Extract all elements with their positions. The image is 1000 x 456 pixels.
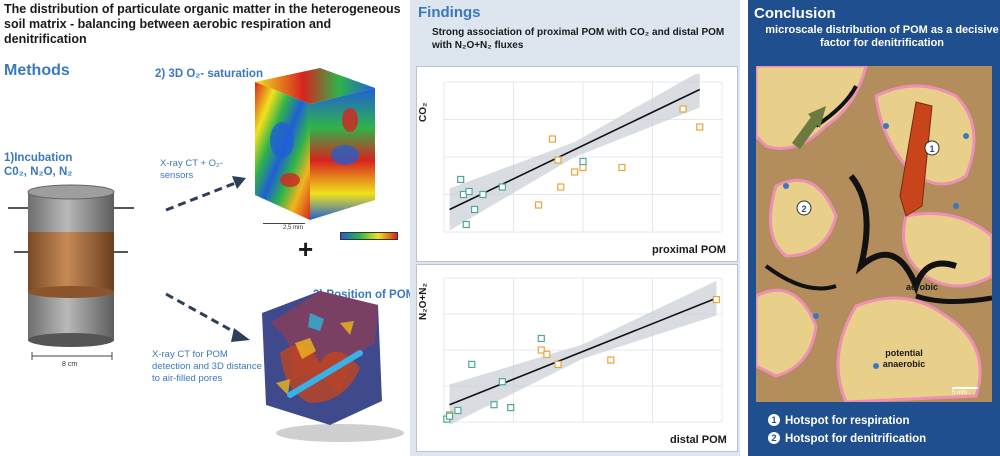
chart-co2-xlabel: proximal POM <box>652 244 726 256</box>
data-point <box>498 378 506 386</box>
legend-label-2: Hotspot for denitrification <box>785 433 927 445</box>
data-point <box>543 350 551 358</box>
step2-label: 2) 3D O₂- saturation <box>155 68 263 80</box>
data-point <box>465 187 473 196</box>
methods-heading: Methods <box>4 62 70 79</box>
poster-title: The distribution of particulate organic … <box>4 2 401 46</box>
data-point <box>457 175 465 184</box>
data-point <box>537 334 545 343</box>
cube-scale-bar <box>263 223 305 224</box>
chart-n2o-ylabel: N₂O+N₂ <box>418 283 429 320</box>
o2-color-scale <box>340 232 398 240</box>
legend-item-1: 1 Hotspot for respiration <box>768 414 910 427</box>
data-point <box>534 201 543 209</box>
data-point <box>571 168 579 176</box>
confidence-band <box>449 280 717 425</box>
findings-text: Strong association of proximal POM with … <box>432 27 725 51</box>
legend-number-1: 1 <box>768 414 780 426</box>
pom-volume-render <box>262 291 404 442</box>
findings-heading: Findings <box>418 4 481 21</box>
data-point <box>537 346 545 354</box>
o2-saturation-cube <box>255 68 375 220</box>
data-point <box>470 205 479 214</box>
legend-number-2: 2 <box>768 432 780 444</box>
core-dimension-label: 8 cm <box>62 361 78 368</box>
data-point <box>445 412 454 420</box>
map-label-anaerobic: potential anaerobic <box>882 348 926 369</box>
data-point <box>579 163 587 172</box>
data-point <box>557 183 565 191</box>
conclusion-text: microscale distribution of POM as a deci… <box>765 24 999 49</box>
confidence-band <box>449 74 700 231</box>
chart-n2o-plot <box>443 277 723 425</box>
data-point <box>679 105 687 113</box>
data-point <box>468 360 476 369</box>
chart-n2o-xlabel: distal POM <box>670 434 727 446</box>
svg-text:2: 2 <box>801 204 806 214</box>
data-point <box>618 163 626 172</box>
map-label-aerobic: aerobic <box>906 282 939 292</box>
legend-label-1: Hotspot for respiration <box>785 415 910 427</box>
map-scale-label: 5 mm <box>952 390 967 396</box>
data-point <box>462 220 470 229</box>
data-point <box>548 135 557 143</box>
step2-method-text: X-ray CT + O₂-sensors <box>160 158 223 181</box>
data-point <box>579 157 587 166</box>
chart-co2-plot <box>443 74 723 233</box>
soil-core-cylinder <box>8 184 134 360</box>
data-point <box>479 190 487 199</box>
data-point <box>696 123 704 131</box>
data-point <box>712 296 721 304</box>
incubation-gases: C0₂, N₂O, N₂ <box>4 166 73 178</box>
plus-icon: + <box>298 234 314 264</box>
data-point <box>498 183 506 191</box>
soil-map: 1 2 <box>756 66 992 402</box>
data-point <box>607 356 615 364</box>
data-point <box>554 360 562 369</box>
conclusion-heading: Conclusion <box>754 5 836 22</box>
dashed-arrow-to-pom <box>165 292 250 342</box>
dashed-arrow-to-o2 <box>165 176 246 212</box>
chart-co2-ylabel: CO₂ <box>418 102 429 122</box>
data-point <box>490 401 498 409</box>
data-point <box>554 156 562 164</box>
step3-method-text: X-ray CT for POM detection and 3D distan… <box>152 349 262 384</box>
data-point <box>507 404 515 412</box>
cube-scale-label: 2,5 mm <box>283 225 304 231</box>
legend-item-2: 2 Hotspot for denitrification <box>768 432 926 445</box>
svg-text:1: 1 <box>929 144 934 154</box>
data-point <box>454 406 462 415</box>
trend-line <box>449 297 717 406</box>
trend-line <box>449 88 701 211</box>
incubation-label: 1)Incubation <box>4 152 73 164</box>
